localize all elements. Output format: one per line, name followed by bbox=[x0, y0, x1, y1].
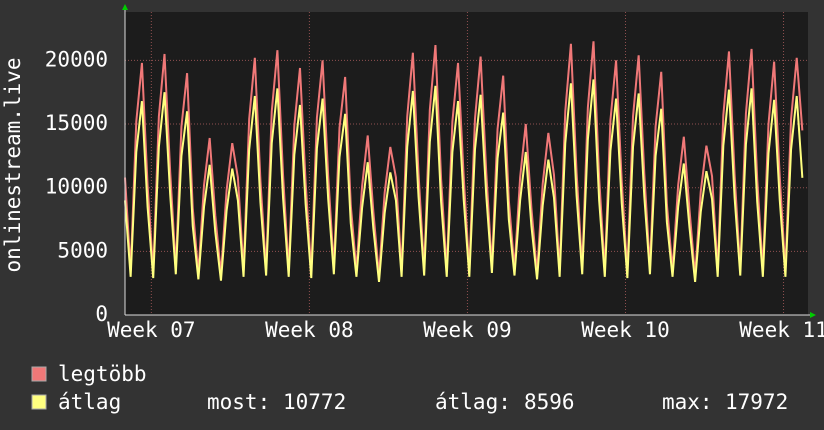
x-tick-label: Week 10 bbox=[581, 318, 670, 342]
x-tick-label: Week 11 bbox=[739, 318, 824, 342]
legend-swatch bbox=[31, 394, 47, 410]
stat-label: most: bbox=[207, 390, 270, 414]
plot-area bbox=[125, 12, 808, 315]
x-tick-label: Week 09 bbox=[423, 318, 512, 342]
y-tick-label: 5000 bbox=[57, 238, 108, 262]
legend-swatch bbox=[31, 366, 47, 382]
axis-arrow bbox=[810, 312, 816, 318]
legend-label: legtöbb bbox=[58, 362, 147, 386]
axis-arrow bbox=[122, 4, 128, 10]
stat-label: átlag: bbox=[435, 390, 511, 414]
stat-label: max: bbox=[662, 390, 713, 414]
series-line bbox=[124, 79, 804, 283]
y-tick-label: 10000 bbox=[45, 175, 108, 199]
stat-value: 10772 bbox=[283, 390, 346, 414]
x-tick-label: Week 07 bbox=[107, 318, 196, 342]
stat-value: 8596 bbox=[524, 390, 575, 414]
y-tick-label: 15000 bbox=[45, 111, 108, 135]
y-axis-label: onlinestream.live bbox=[1, 58, 25, 273]
x-tick-label: Week 08 bbox=[265, 318, 354, 342]
y-tick-label: 0 bbox=[95, 302, 108, 326]
y-tick-label: 20000 bbox=[45, 47, 108, 71]
series-line bbox=[124, 41, 804, 276]
stat-value: 17972 bbox=[725, 390, 788, 414]
legend-label: átlag bbox=[58, 390, 121, 414]
